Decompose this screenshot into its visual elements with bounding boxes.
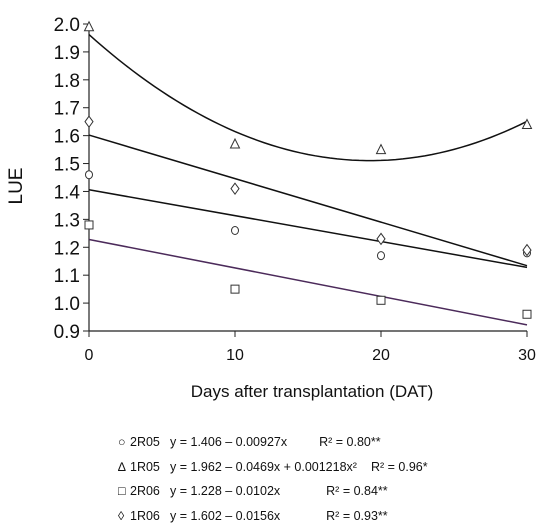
legend-r2: R² = 0.93** (326, 508, 388, 523)
x-axis-label: Days after transplantation (DAT) (191, 382, 434, 401)
x-tick-label: 30 (518, 347, 536, 364)
legend-series-name: 2R05 (130, 435, 160, 450)
legend: ○ 2R05 y = 1.406 – 0.00927x R² = 0.80** … (118, 430, 428, 528)
legend-r2: R² = 0.96* (370, 459, 428, 474)
point-1R05 (375, 143, 387, 155)
point-1R06 (230, 182, 240, 196)
legend-equation: y = 1.602 – 0.0156x (170, 508, 281, 523)
legend-entry-1R06: ◊ 1R06 y = 1.602 – 0.0156x R² = 0.93** (118, 504, 428, 529)
x-tick-label: 20 (372, 347, 390, 364)
legend-r2: R² = 0.80** (319, 435, 381, 450)
y-tick-label: 0.9 (54, 322, 80, 343)
y-tick-label: 1.8 (54, 71, 80, 92)
y-tick-label: 1.2 (54, 238, 80, 259)
legend-equation: y = 1.406 – 0.00927x (170, 435, 288, 450)
data-markers (83, 20, 533, 319)
x-axis-ticks: 0 10 20 30 (85, 331, 536, 364)
y-tick-label: 1.4 (54, 182, 81, 203)
y-axis-label: LUE (6, 168, 27, 205)
y-tick-label: 2.0 (54, 15, 80, 36)
point-2R06 (84, 220, 94, 230)
y-tick-label: 1.5 (54, 155, 80, 176)
legend-equation: y = 1.962 – 0.0469x + 0.001218x² (170, 459, 357, 474)
point-2R06 (522, 309, 532, 319)
point-1R06 (84, 115, 94, 129)
legend-entry-2R05: ○ 2R05 y = 1.406 – 0.00927x R² = 0.80** (118, 430, 428, 455)
legend-entry-1R05: ∆ 1R05 y = 1.962 – 0.0469x + 0.001218x² … (118, 455, 428, 480)
fit-lines (88, 34, 528, 326)
fit-line-2R05 (88, 189, 528, 269)
y-tick-label: 1.1 (54, 266, 80, 287)
point-2R05 (377, 251, 385, 261)
square-marker-icon: □ (118, 484, 126, 499)
diamond-marker-icon: ◊ (118, 508, 125, 523)
circle-marker-icon: ○ (118, 435, 126, 450)
legend-entry-2R06: □ 2R06 y = 1.228 – 0.0102x R² = 0.84** (118, 479, 428, 504)
point-1R06 (522, 243, 532, 257)
x-tick-label: 0 (85, 347, 94, 364)
point-2R05 (231, 226, 239, 236)
y-tick-label: 1.7 (54, 99, 80, 120)
legend-r2: R² = 0.84** (326, 484, 388, 499)
fit-line-2R06 (88, 238, 528, 326)
legend-equation: y = 1.228 – 0.0102x (170, 484, 281, 499)
y-tick-label: 1.3 (54, 210, 80, 231)
point-1R05 (83, 20, 95, 32)
legend-series-name: 1R06 (130, 508, 160, 523)
fit-line-1R06 (88, 134, 528, 267)
y-tick-label: 1.6 (54, 127, 80, 148)
point-2R05 (85, 170, 93, 180)
point-1R05 (521, 118, 533, 129)
point-2R06 (376, 295, 386, 305)
y-tick-label: 1.0 (54, 294, 80, 315)
y-tick-label: 1.9 (54, 43, 80, 64)
point-1R05 (229, 137, 241, 149)
legend-series-name: 2R06 (130, 484, 160, 499)
y-axis-ticks: 0.9 1.0 1.1 1.2 1.3 1.4 1.5 1.6 1.7 1.8 1.9 2.0 (54, 15, 89, 343)
x-tick-label: 10 (226, 347, 244, 364)
point-1R06 (376, 232, 386, 246)
triangle-marker-icon: ∆ (118, 459, 126, 474)
point-2R06 (230, 284, 240, 294)
legend-series-name: 1R05 (130, 459, 160, 474)
lue-chart: 0.9 1.0 1.1 1.2 1.3 1.4 1.5 1.6 1.7 1.8 1.9 2.0 0 10… (6, 15, 536, 401)
fit-line-1R05 (88, 34, 528, 162)
